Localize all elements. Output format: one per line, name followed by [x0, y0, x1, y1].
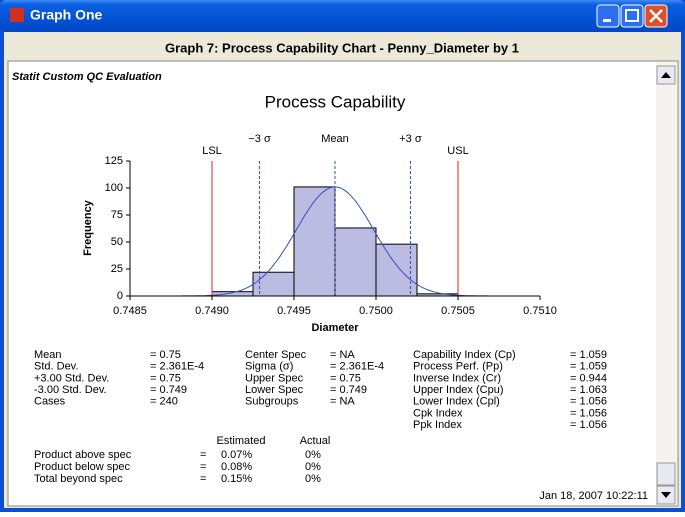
estimate-cell: =: [200, 449, 206, 461]
stat-value: = NA: [330, 396, 355, 408]
window-title: Graph One: [30, 7, 103, 23]
estimate-cell: Total beyond spec: [34, 473, 123, 485]
y-tick-label: 0: [117, 290, 123, 302]
stat-value: = 0.75: [330, 372, 361, 384]
stat-label: Upper Index (Cpu): [413, 384, 504, 396]
y-tick-label: 50: [111, 236, 123, 248]
stat-value: = 1.059: [570, 361, 607, 373]
x-tick-label: 0.7500: [359, 305, 393, 317]
stat-value: = 1.063: [570, 384, 607, 396]
stat-label: Center Spec: [245, 349, 307, 361]
stat-value: = 0.749: [330, 384, 367, 396]
stat-label: Cases: [34, 396, 66, 408]
stat-value: = 0.749: [150, 384, 187, 396]
y-axis-label: Frequency: [82, 199, 94, 256]
stat-value: = 0.75: [150, 372, 181, 384]
stat-label: Cpk Index: [413, 407, 463, 419]
stat-label: Lower Spec: [245, 384, 304, 396]
reference-label: USL: [447, 145, 468, 157]
x-tick-label: 0.7495: [277, 305, 311, 317]
x-tick-label: 0.7505: [441, 305, 475, 317]
estimate-cell: =: [200, 473, 206, 485]
scroll-up-icon: [661, 72, 671, 78]
stat-value: = NA: [330, 349, 355, 361]
x-axis-label: Diameter: [311, 322, 359, 334]
x-tick-label: 0.7510: [523, 305, 557, 317]
x-tick-label: 0.7485: [113, 305, 147, 317]
histogram-bar: [334, 227, 377, 297]
stat-label: Std. Dev.: [34, 361, 78, 373]
estimate-cell: Product below spec: [34, 461, 130, 473]
estimate-cell: 0.07%: [221, 449, 252, 461]
stat-value: = 240: [150, 396, 178, 408]
estimate-header: Estimated: [217, 435, 266, 447]
scrollbar[interactable]: [656, 62, 677, 505]
stat-label: +3.00 Std. Dev.: [34, 372, 109, 384]
maximize-icon: [625, 9, 639, 22]
stat-value: = 1.056: [570, 407, 607, 419]
stat-label: Lower Index (Cpl): [413, 396, 500, 408]
stat-value: = 0.944: [570, 372, 607, 384]
estimate-cell: 0.15%: [221, 473, 252, 485]
estimate-cell: 0%: [305, 461, 321, 473]
stat-value: = 1.059: [570, 349, 607, 361]
timestamp: Jan 18, 2007 10:22:11: [539, 490, 648, 502]
scroll-down-icon: [661, 492, 671, 498]
estimate-header: Actual: [300, 435, 331, 447]
stat-value: = 1.056: [570, 396, 607, 408]
scroll-thumb[interactable]: [656, 462, 676, 486]
title-bar: [0, 0, 685, 32]
stat-value: = 1.056: [570, 419, 607, 431]
stat-label: Subgroups: [245, 396, 299, 408]
estimate-cell: 0.08%: [221, 461, 252, 473]
stat-label: Upper Spec: [245, 372, 304, 384]
reference-label: Mean: [321, 133, 349, 145]
stat-label: -3.00 Std. Dev.: [34, 384, 107, 396]
report-title: Statit Custom QC Evaluation: [12, 71, 162, 83]
estimate-cell: Product above spec: [34, 449, 132, 461]
reference-label: −3 σ: [248, 133, 271, 145]
app-icon: [10, 8, 24, 22]
close-icon: [649, 9, 663, 23]
y-tick-label: 25: [111, 263, 123, 275]
stat-value: = 2.361E-4: [150, 361, 204, 373]
stat-value: = 0.75: [150, 349, 181, 361]
x-tick-label: 0.7490: [195, 305, 229, 317]
minimize-button[interactable]: [596, 4, 620, 28]
stat-label: Sigma (σ): [245, 361, 293, 373]
reference-label: LSL: [202, 145, 222, 157]
estimate-cell: =: [200, 461, 206, 473]
stat-label: Mean: [34, 349, 62, 361]
minimize-icon: [603, 19, 611, 22]
histogram-bar: [293, 186, 336, 297]
stat-value: = 2.361E-4: [330, 361, 384, 373]
reference-label: +3 σ: [399, 133, 422, 145]
y-tick-label: 125: [105, 155, 123, 167]
stat-label: Ppk Index: [413, 419, 462, 431]
stat-label: Inverse Index (Cr): [413, 372, 501, 384]
chart-title: Process Capability: [265, 92, 406, 111]
maximize-button[interactable]: [620, 4, 644, 28]
y-tick-label: 100: [105, 182, 123, 194]
estimate-cell: 0%: [305, 449, 321, 461]
graph-header: Graph 7: Process Capability Chart - Penn…: [165, 40, 519, 55]
estimate-cell: 0%: [305, 473, 321, 485]
stat-label: Capability Index (Cp): [413, 349, 516, 361]
y-tick-label: 75: [111, 209, 123, 221]
stat-label: Process Perf. (Pp): [413, 361, 503, 373]
